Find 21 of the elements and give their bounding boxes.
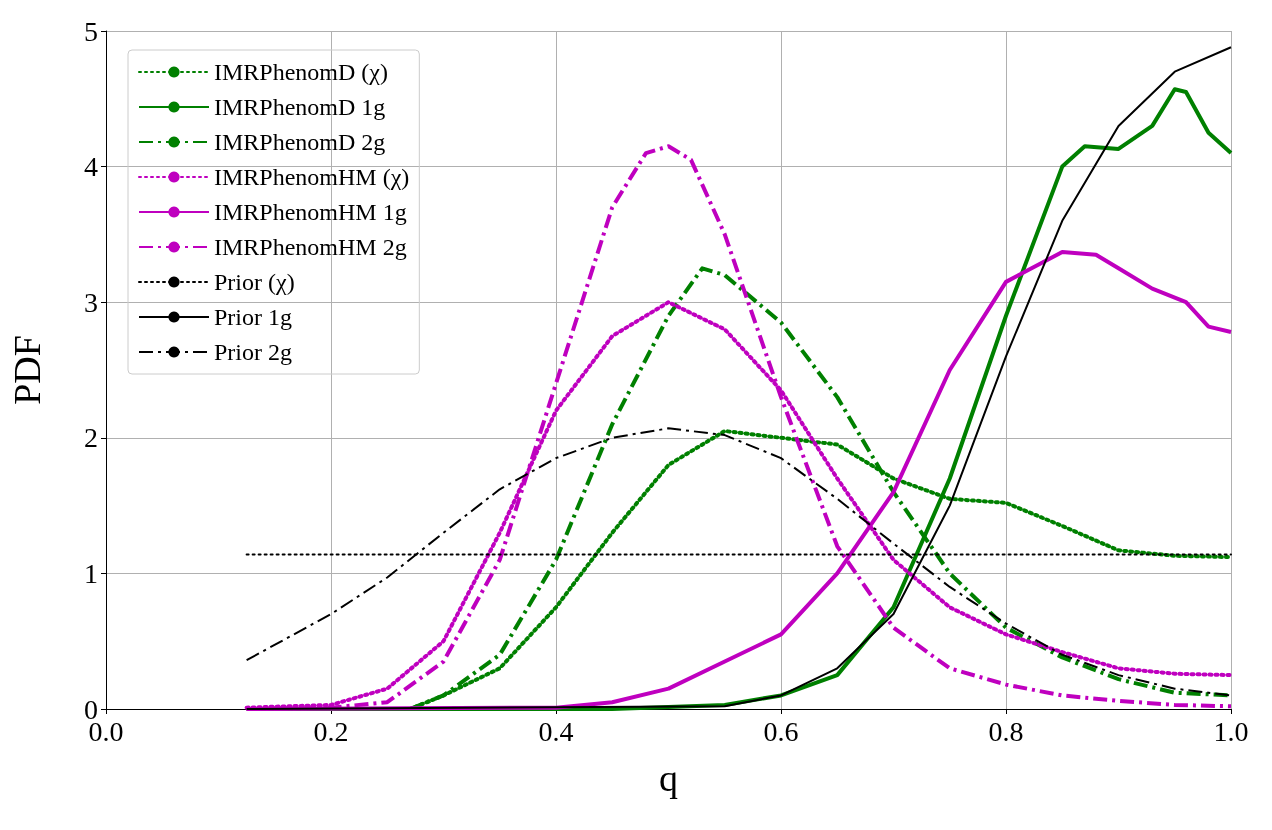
x-tick-label: 0.8 [988, 715, 1024, 747]
y-tick-label: 4 [84, 151, 98, 183]
legend-label: Prior 1g [214, 304, 292, 330]
x-tick-label: 0.2 [313, 715, 349, 747]
legend-label: IMRPhenomHM 2g [214, 234, 407, 260]
y-axis-title: PDF [6, 335, 48, 405]
x-axis-title: q [659, 757, 678, 799]
legend-label: IMRPhenomHM 1g [214, 199, 407, 225]
legend-label: IMRPhenomD 2g [214, 129, 386, 155]
x-tick-label: 0.4 [538, 715, 574, 747]
y-tick-label: 3 [84, 286, 98, 318]
legend-label: Prior 2g [214, 339, 292, 365]
legend-label: IMRPhenomD (χ) [214, 59, 388, 85]
legend-label: Prior (χ) [214, 269, 295, 295]
legend-label: IMRPhenomD 1g [214, 94, 386, 120]
y-tick-label: 2 [84, 422, 98, 454]
legend-label: IMRPhenomHM (χ) [214, 164, 410, 190]
y-tick-label: 5 [84, 15, 98, 47]
x-tick-label: 1.0 [1213, 715, 1249, 747]
x-tick-label: 0.6 [763, 715, 799, 747]
y-tick-label: 1 [84, 557, 98, 589]
